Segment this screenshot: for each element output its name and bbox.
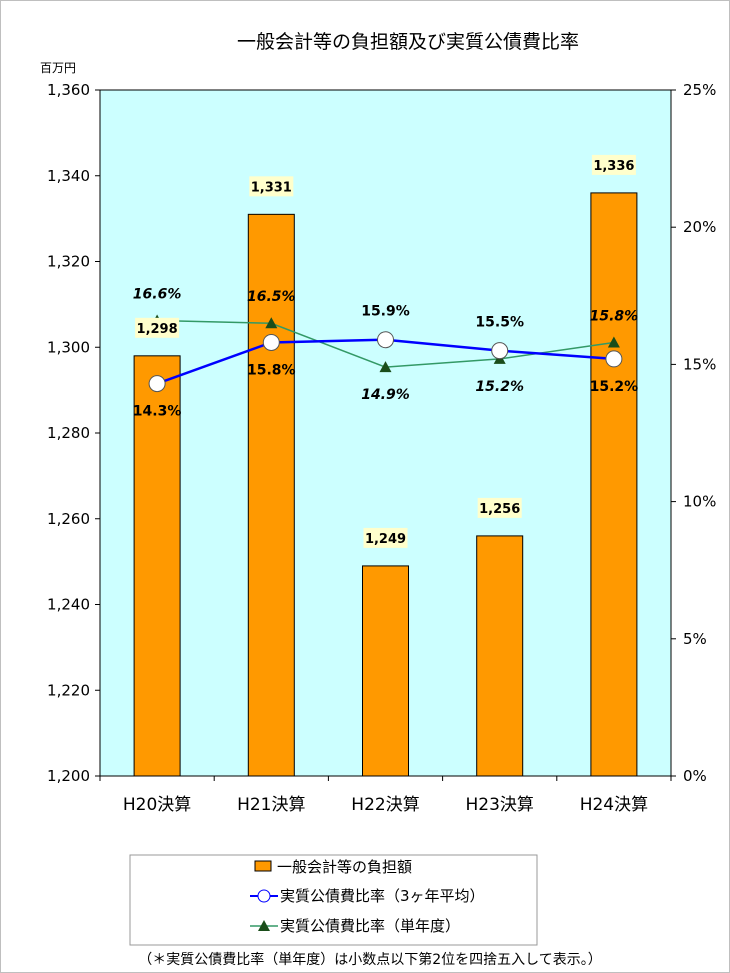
bar bbox=[133, 355, 181, 777]
bar-label-bg bbox=[591, 154, 636, 175]
y2-tick-label: 10% bbox=[683, 493, 716, 511]
bar-data-label: 1,298 bbox=[137, 322, 178, 337]
legend-marker-single bbox=[258, 920, 270, 931]
bar-data-label: 1,336 bbox=[593, 159, 634, 174]
marker-single-year bbox=[379, 361, 392, 373]
avg-data-label: 15.9% bbox=[361, 304, 410, 320]
axes: 1,200 1,220 1,240 1,260 1,280 1,300 1,320 1,340… bbox=[47, 81, 716, 815]
y2-tick-label: 15% bbox=[683, 355, 716, 373]
bar bbox=[590, 192, 638, 777]
bar-data-label: 1,249 bbox=[365, 532, 406, 547]
line-series bbox=[148, 314, 623, 393]
footnote: （＊実質公債費比率（単年度）は小数点以下第2位を四捨五入して表示。） bbox=[138, 951, 602, 968]
bar bbox=[247, 213, 295, 777]
legend-swatch-bar bbox=[254, 860, 272, 872]
y2-tick-label: 5% bbox=[683, 630, 707, 648]
marker-3yr-average bbox=[262, 333, 280, 351]
y-tick-label: 1,220 bbox=[47, 681, 90, 699]
avg-data-label: 15.8% bbox=[247, 362, 296, 378]
y-tick-label: 1,320 bbox=[47, 253, 90, 271]
marker-3yr-average bbox=[491, 342, 509, 360]
bar-data-label: 1,256 bbox=[479, 502, 520, 517]
x-tick-label: H20決算 bbox=[123, 795, 191, 815]
x-tick-label: H21決算 bbox=[237, 795, 305, 815]
y-tick-label: 1,280 bbox=[47, 424, 90, 442]
legend-label-single: 実質公債費比率（単年度） bbox=[280, 917, 460, 935]
single-data-label: 15.2% bbox=[475, 379, 524, 395]
marker-3yr-average bbox=[605, 350, 623, 368]
y-tick-label: 1,360 bbox=[47, 81, 90, 99]
marker-3yr-average bbox=[377, 331, 394, 349]
y-tick-label: 1,300 bbox=[47, 338, 90, 356]
y2-tick-label: 20% bbox=[683, 218, 716, 236]
x-tick-label: H23決算 bbox=[465, 795, 533, 815]
chart-title: 一般会計等の負担額及び実質公債費比率 bbox=[237, 31, 579, 53]
bar bbox=[476, 535, 524, 777]
single-data-label: 15.8% bbox=[590, 308, 639, 324]
marker-3yr-average bbox=[148, 375, 166, 393]
marker-single-year bbox=[607, 336, 620, 348]
single-data-label: 16.5% bbox=[247, 289, 296, 305]
avg-data-label: 15.2% bbox=[590, 379, 639, 395]
bar-label-bg bbox=[249, 176, 294, 197]
bar-series bbox=[133, 192, 638, 777]
bar bbox=[362, 565, 409, 777]
single-data-label: 16.6% bbox=[133, 286, 182, 302]
single-data-label: 14.9% bbox=[361, 387, 410, 403]
x-tick-label: H24決算 bbox=[580, 795, 648, 815]
marker-single-year bbox=[265, 317, 278, 329]
x-tick-label: H22決算 bbox=[351, 795, 419, 815]
y2-tick-label: 0% bbox=[683, 767, 707, 785]
bar-label-bg bbox=[477, 497, 522, 518]
y-tick-label: 1,240 bbox=[47, 596, 90, 614]
legend-box bbox=[129, 854, 538, 946]
y-tick-label: 1,260 bbox=[47, 510, 90, 528]
avg-data-label: 14.3% bbox=[133, 404, 182, 420]
y-axis-unit: 百万円 bbox=[40, 61, 76, 75]
bar-data-label: 1,331 bbox=[251, 180, 292, 195]
data-labels: 1,298 1,331 1,249 1,256 1,336 14.3% 15.8% 15.9%… bbox=[133, 154, 639, 548]
bar-label-bg bbox=[363, 527, 408, 548]
legend-marker-avg bbox=[257, 889, 271, 903]
avg-data-label: 15.5% bbox=[475, 315, 524, 331]
legend-label-avg: 実質公債費比率（3ヶ年平均） bbox=[280, 887, 485, 905]
bar-label-bg bbox=[135, 317, 180, 338]
y-tick-label: 1,340 bbox=[47, 167, 90, 185]
y2-tick-label: 25% bbox=[683, 81, 716, 99]
y-tick-label: 1,200 bbox=[47, 767, 90, 785]
legend-label-bar: 一般会計等の負担額 bbox=[277, 858, 412, 876]
